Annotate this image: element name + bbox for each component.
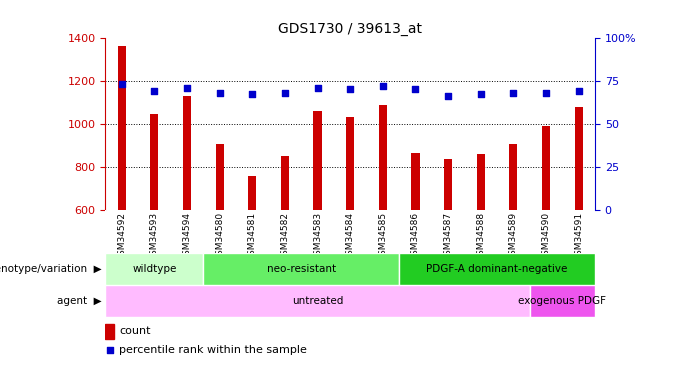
Point [508,90,519,96]
Point [182,84,192,90]
Bar [313,111,322,210]
Bar [216,144,224,210]
Bar [379,105,387,210]
Text: GSM34590: GSM34590 [541,212,551,261]
Text: neo-resistant: neo-resistant [267,264,336,274]
Point [443,93,454,99]
Bar [346,117,354,210]
Text: GSM34584: GSM34584 [345,212,355,261]
Bar [105,253,203,285]
Bar [411,153,420,210]
Text: GSM34587: GSM34587 [443,212,453,261]
Bar [248,176,256,210]
Point [541,90,551,96]
Bar [105,285,530,317]
Bar [477,154,485,210]
Point [345,86,356,92]
Text: untreated: untreated [292,296,343,306]
Bar [399,253,595,285]
Text: GSM34586: GSM34586 [411,212,420,261]
Text: GSM34592: GSM34592 [117,212,126,261]
Text: GSM34588: GSM34588 [476,212,486,261]
Point [214,90,225,96]
Text: PDGF-A dominant-negative: PDGF-A dominant-negative [426,264,568,274]
Bar [444,159,452,210]
Point [410,86,421,92]
Bar [183,96,191,210]
Text: GSM34581: GSM34581 [248,212,257,261]
Title: GDS1730 / 39613_at: GDS1730 / 39613_at [278,22,422,36]
Text: count: count [119,327,150,336]
Bar [118,46,126,210]
Point [377,83,388,89]
Point [312,84,323,90]
Text: genotype/variation  ▶: genotype/variation ▶ [0,264,102,274]
Point [104,347,115,353]
Bar [575,106,583,210]
Point [573,88,584,94]
Text: exogenous PDGF: exogenous PDGF [518,296,607,306]
Text: agent  ▶: agent ▶ [57,296,102,306]
Point [279,90,290,96]
Text: wildtype: wildtype [132,264,177,274]
Bar [105,324,114,339]
Text: GSM34580: GSM34580 [215,212,224,261]
Text: GSM34591: GSM34591 [574,212,583,261]
Point [116,81,127,87]
Text: GSM34593: GSM34593 [150,212,159,261]
Text: GSM34583: GSM34583 [313,212,322,261]
Point [247,92,258,98]
Text: GSM34585: GSM34585 [378,212,388,261]
Text: GSM34589: GSM34589 [509,212,518,261]
Text: percentile rank within the sample: percentile rank within the sample [119,345,307,355]
Text: GSM34582: GSM34582 [280,212,290,261]
Bar [530,285,595,317]
Bar [281,156,289,210]
Text: GSM34594: GSM34594 [182,212,192,261]
Point [475,92,486,98]
Bar [542,126,550,210]
Bar [203,253,399,285]
Point [149,88,160,94]
Bar [509,144,517,210]
Bar [150,114,158,210]
